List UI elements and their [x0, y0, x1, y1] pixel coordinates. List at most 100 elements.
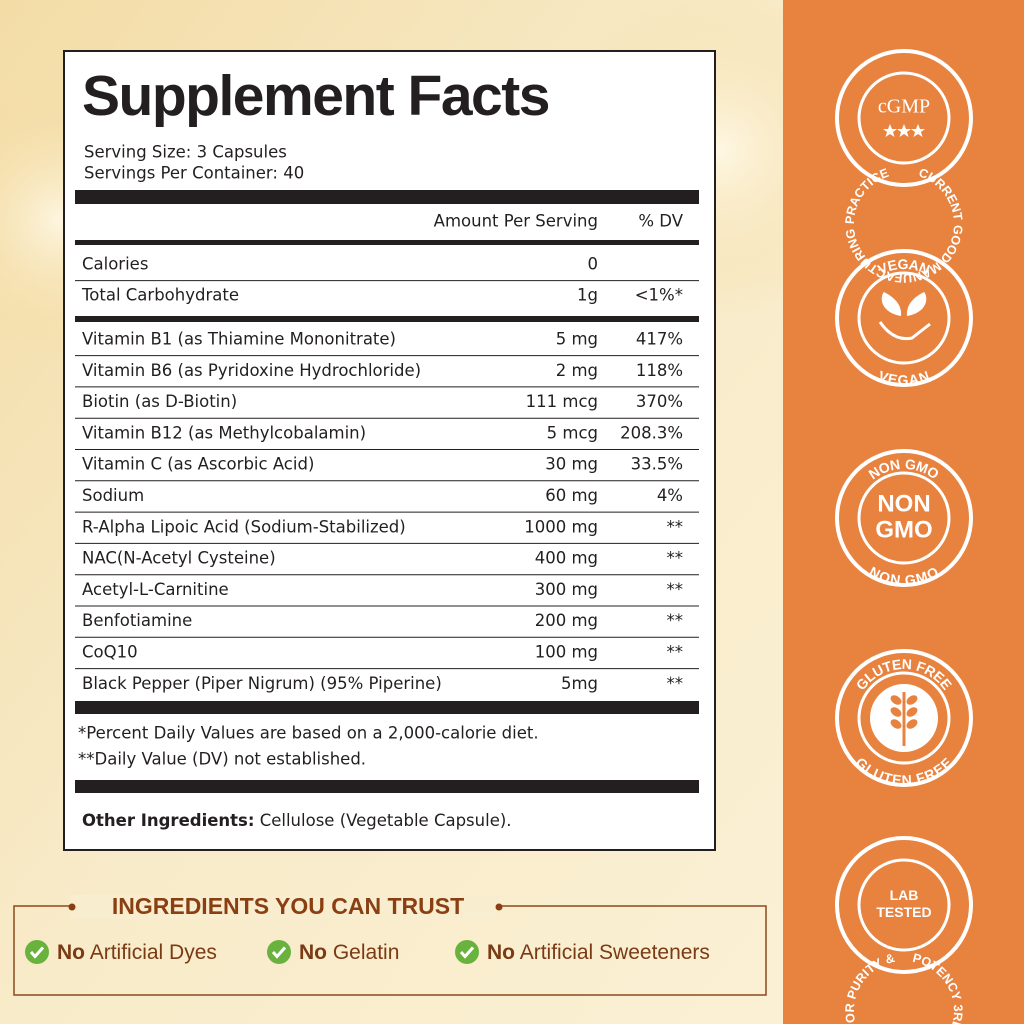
- ingredient-dv: <1%*: [635, 286, 683, 305]
- ingredient-amount: 1000 mg: [524, 517, 598, 536]
- servings-per-container: Servings Per Container: 40: [84, 164, 304, 183]
- trust-item-text: Gelatin: [333, 941, 400, 964]
- ingredient-dv: 33.5%: [631, 455, 683, 474]
- ingredient-name: Vitamin B12 (as Methylcobalamin): [82, 423, 366, 442]
- ingredient-amount: 1g: [577, 286, 598, 305]
- trust-item: No Gelatin: [299, 941, 399, 964]
- thick-rule: [75, 780, 699, 793]
- badge-bottom-text: VEGAN: [876, 367, 931, 388]
- ingredient-dv: 118%: [636, 361, 683, 380]
- facts-label: [63, 50, 716, 851]
- badge-ring: [835, 49, 973, 187]
- ingredient-dv: **: [667, 674, 684, 693]
- other-ingredients-text: Cellulose (Vegetable Capsule).: [260, 811, 512, 830]
- thick-rule: [75, 701, 699, 714]
- side-panel: [783, 0, 1024, 1024]
- serving-size: Serving Size: 3 Capsules: [84, 143, 287, 162]
- badge-ring: [835, 449, 973, 587]
- badge-inner: [857, 71, 951, 165]
- badge-ring: [835, 649, 973, 787]
- ingredient-amount: 2 mg: [556, 361, 598, 380]
- ingredient-amount: 400 mg: [535, 549, 598, 568]
- badge-bottom-text: VEGAN: [876, 367, 931, 388]
- ingredient-dv: 370%: [636, 392, 683, 411]
- badge-center-text: GMO: [875, 516, 932, 543]
- ingredient-name: Vitamin C (as Ascorbic Acid): [82, 455, 314, 474]
- wheat-grain: [890, 719, 902, 729]
- dot: [495, 903, 503, 911]
- ingredient-name: Biotin (as D-Biotin): [82, 392, 237, 411]
- badge-center-text: TESTED: [876, 904, 931, 920]
- ingredient-dv: 208.3%: [620, 423, 683, 442]
- leaf-icon: [906, 292, 927, 316]
- check-mark: [271, 946, 287, 959]
- star-icon: [911, 124, 925, 137]
- ingredient-dv: **: [667, 580, 684, 599]
- check-mark: [459, 946, 475, 959]
- label-title: Supplement Facts: [82, 64, 549, 128]
- ingredient-amount: 5 mcg: [547, 423, 598, 442]
- badge-top-text: VEGAN: [875, 256, 932, 278]
- badge-ring: [835, 836, 973, 974]
- footnote: *Percent Daily Values are based on a 2,0…: [78, 724, 539, 743]
- rule: [75, 316, 699, 322]
- ingredient-name: Black Pepper (Piper Nigrum) (95% Piperin…: [82, 674, 442, 693]
- column-header: Amount Per Serving: [434, 212, 598, 231]
- ingredient-dv: **: [667, 549, 684, 568]
- check-mark: [29, 946, 45, 959]
- star-icon: [883, 124, 897, 137]
- trust-item-bold: No: [299, 941, 327, 964]
- wheat-grain: [906, 707, 918, 717]
- trust-item-text: Artificial Sweeteners: [520, 941, 710, 964]
- ingredient-name: Total Carbohydrate: [81, 286, 239, 305]
- badge-top-text: VEGAN: [875, 256, 933, 278]
- wheat-grain: [906, 695, 918, 705]
- rule: [75, 240, 699, 245]
- ingredient-name: CoQ10: [82, 643, 138, 662]
- trust-title-bg: [70, 895, 500, 919]
- footnote: **Daily Value (DV) not established.: [78, 750, 366, 769]
- hand-icon: [878, 321, 931, 341]
- star-icon: [897, 124, 911, 137]
- ingredient-dv: **: [667, 643, 684, 662]
- ingredient-dv: 4%: [657, 486, 683, 505]
- ingredient-name: Calories: [82, 255, 148, 274]
- ingredient-dv: **: [667, 611, 684, 630]
- ingredient-amount: 5mg: [561, 674, 598, 693]
- wheat-grain: [890, 707, 902, 717]
- badge-center-text: LAB: [890, 887, 919, 903]
- badge-inner: [857, 271, 951, 365]
- wheat-grain: [890, 695, 902, 705]
- ingredient-name: R-Alpha Lipoic Acid (Sodium-Stabilized): [82, 517, 406, 536]
- ingredient-dv: 417%: [636, 330, 683, 349]
- ingredient-name: Sodium: [82, 486, 144, 505]
- ingredient-name: Benfotiamine: [82, 611, 192, 630]
- dot: [68, 903, 76, 911]
- ingredient-amount: 0: [588, 255, 599, 274]
- wheat-grain: [906, 719, 918, 729]
- badge-center-text: NON: [877, 490, 930, 517]
- ingredient-amount: 111 mcg: [526, 392, 598, 411]
- thick-rule: [75, 190, 699, 204]
- ingredient-name: NAC(N-Acetyl Cysteine): [82, 549, 276, 568]
- badge-inner: [857, 471, 951, 565]
- column-header: % DV: [638, 212, 683, 231]
- trust-title: INGREDIENTS YOU CAN TRUST: [112, 893, 464, 919]
- trust-item-bold: No: [57, 941, 85, 964]
- ingredient-amount: 5 mg: [556, 330, 598, 349]
- leaf-icon: [881, 292, 902, 316]
- ingredient-name: Vitamin B6 (as Pyridoxine Hydrochloride): [82, 361, 421, 380]
- other-ingredients: Other Ingredients: Cellulose (Vegetable …: [82, 811, 512, 830]
- badge-inner: [857, 858, 951, 952]
- trust-item: No Artificial Sweeteners: [487, 941, 710, 964]
- badge-inner: [857, 671, 951, 765]
- ingredient-name: Acetyl-L-Carnitine: [82, 580, 229, 599]
- ingredient-amount: 30 mg: [545, 455, 598, 474]
- ingredient-name: Vitamin B1 (as Thiamine Mononitrate): [82, 330, 396, 349]
- ingredient-amount: 200 mg: [535, 611, 598, 630]
- ingredient-dv: **: [667, 517, 684, 536]
- other-ingredients-label: Other Ingredients:: [82, 811, 254, 830]
- ingredient-amount: 60 mg: [545, 486, 598, 505]
- ingredient-amount: 100 mg: [535, 643, 598, 662]
